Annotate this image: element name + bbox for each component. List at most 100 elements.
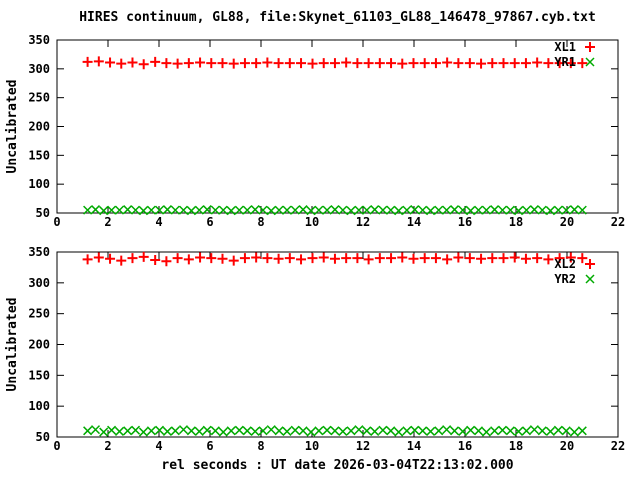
panel-bottom-legend-label-XL2: XL2 — [554, 257, 576, 271]
panel-bottom-YR2-cross-marker-icon — [426, 426, 436, 436]
panel-bottom-XL2-plus-marker-icon — [150, 255, 161, 266]
panel-top-YR1-cross-marker-icon — [194, 205, 204, 215]
panel-top-YR1-cross-marker-icon — [330, 205, 340, 215]
panel-bottom-XL2-plus-marker-icon — [430, 253, 441, 264]
panel-bottom-YR2-cross-marker-icon — [131, 425, 141, 435]
panel-top-XL1-plus-marker-icon — [419, 58, 430, 69]
panel-bottom-YR2-cross-marker-icon — [505, 426, 515, 436]
panel-top-x-tick-label: 22 — [611, 215, 625, 229]
panel-bottom-XL2-plus-marker-icon — [386, 253, 397, 264]
panel-top-YR1-cross-marker-icon — [521, 205, 531, 215]
panel-bottom-YR2-cross-marker-icon — [202, 425, 212, 435]
panel-bottom-x-tick-label: 2 — [104, 439, 111, 453]
panel-top-XL1-plus-marker-icon — [318, 58, 329, 69]
panel-top-XL1-plus-marker-icon — [150, 56, 161, 67]
panel-top-x-tick-label: 4 — [155, 215, 162, 229]
panel-bottom-XL2-plus-marker-icon — [228, 255, 239, 266]
panel-bottom-YR2-cross-marker-icon — [242, 426, 252, 436]
panel-bottom-YR2-cross-marker-icon — [370, 426, 380, 436]
panel-bottom-YR2-cross-marker-icon — [497, 425, 508, 435]
panel-bottom-XL2-plus-marker-icon — [251, 252, 262, 263]
panel-bottom-YR2-cross-marker-icon — [410, 425, 420, 435]
panel-bottom-XL2-plus-marker-icon — [408, 253, 419, 264]
panel-top-x-tick-label: 16 — [458, 215, 472, 229]
panel-top-XL1-plus-marker-icon — [397, 58, 408, 69]
panel-bottom-YR2-cross-marker-icon — [178, 425, 189, 435]
panel-bottom-YR2-cross-marker-icon — [274, 426, 284, 436]
panel-bottom-XL2-plus-marker-icon — [138, 251, 149, 262]
panel-top-YR1-cross-marker-icon — [529, 205, 539, 215]
panel-top-YR1-cross-marker-icon — [386, 205, 396, 215]
panel-bottom-XL2-plus-marker-icon — [318, 252, 329, 263]
panel-top-XL1-plus-marker-icon — [93, 56, 104, 67]
panel-top-XL1-plus-marker-icon — [476, 58, 487, 69]
panel-top-XL1-plus-marker-icon — [262, 57, 273, 68]
panel-bottom-XL2-plus-marker-icon — [453, 252, 464, 263]
panel-top-x-tick-label: 14 — [407, 215, 421, 229]
panel-bottom-YR2-cross-marker-icon — [490, 426, 500, 436]
panel-top-XL1-plus-marker-icon — [554, 58, 565, 69]
panel-bottom-YR2-cross-marker-icon — [298, 426, 308, 436]
panel-bottom-YR2-cross-marker-icon — [162, 426, 172, 436]
panel-top-YR1-cross-marker-icon — [226, 206, 236, 216]
panel-top-XL1-plus-marker-icon — [453, 58, 464, 69]
panel-top-YR1-cross-marker-icon — [210, 205, 220, 215]
panel-top-legend-label-YR1: YR1 — [554, 55, 576, 69]
panel-bottom-XL2-plus-marker-icon — [397, 252, 408, 263]
panel-top-XL1-plus-marker-icon — [329, 58, 340, 69]
panel-bottom-YR2-cross-marker-icon — [234, 425, 244, 435]
panel-top-XL1-plus-marker-icon — [352, 58, 363, 69]
panel-top-YR1-cross-marker-icon — [481, 205, 491, 215]
panel-bottom-YR2-cross-marker-icon — [250, 426, 260, 436]
panel-bottom-YR2-cross-marker-icon — [577, 426, 587, 436]
panel-bottom-YR2-cross-marker-icon — [186, 426, 196, 436]
panel-bottom-XL2-plus-marker-icon — [161, 256, 172, 267]
panel-top-XL1-plus-marker-icon — [464, 58, 475, 69]
panel-top-y-tick-label: 250 — [28, 91, 50, 105]
panel-bottom-x-tick-label: 20 — [560, 439, 574, 453]
panel-top-YR1-cross-marker-icon — [442, 205, 452, 215]
panel-top-YR1-cross-marker-icon — [138, 206, 148, 216]
panel-top-YR1-cross-marker-icon — [250, 205, 260, 215]
panel-bottom-XL2-plus-marker-icon — [577, 253, 588, 264]
panel-bottom-YR2-cross-marker-icon — [322, 425, 332, 435]
panel-top-y-tick-label: 50 — [36, 206, 50, 220]
panel-top-XL1-plus-marker-icon — [239, 58, 250, 69]
panel-bottom-y-tick-label: 200 — [28, 338, 50, 352]
panel-bottom-XL2-plus-marker-icon — [82, 254, 93, 265]
panel-top-YR1-cross-marker-icon — [569, 205, 579, 215]
panel-top-x-tick-label: 2 — [104, 215, 111, 229]
panel-top-YR1-cross-marker-icon — [553, 205, 563, 215]
panel-bottom-YR2-cross-marker-icon — [561, 426, 571, 436]
panel-top-XL1-plus-marker-icon — [307, 58, 318, 69]
panel-top-YR1-cross-marker-icon — [402, 205, 412, 215]
panel-top-YR1-cross-marker-icon — [410, 205, 420, 215]
panel-top-YR1-cross-marker-icon — [514, 206, 524, 216]
panel-bottom-y-tick-label: 250 — [28, 307, 50, 321]
panel-top-YR1-cross-marker-icon — [154, 205, 165, 215]
panel-top-YR1-cross-marker-icon — [378, 205, 388, 215]
panel-top-XL1-plus-marker-icon — [341, 57, 352, 68]
panel-top-YR1-cross-marker-icon — [114, 205, 125, 215]
panel-top-YR1-cross-marker-icon — [450, 205, 460, 215]
panel-bottom-YR2-cross-marker-icon — [194, 426, 204, 436]
panel-bottom-YR2-cross-marker-icon — [123, 426, 133, 436]
panel-bottom-x-tick-label: 12 — [356, 439, 370, 453]
panel-top-YR1-cross-marker-icon — [170, 205, 180, 215]
panel-bottom-YR2-cross-marker-icon — [362, 426, 372, 436]
panel-bottom-YR2-cross-marker-icon — [146, 426, 156, 436]
panel-top-YR1-cross-marker-icon — [146, 205, 156, 215]
panel-top-legend-sample-XL1-plus-marker-icon — [585, 42, 595, 52]
panel-bottom-XL2-plus-marker-icon — [262, 253, 273, 264]
panel-bottom-y-tick-label: 300 — [28, 276, 50, 290]
panel-bottom-x-tick-label: 4 — [155, 439, 162, 453]
panel-bottom-x-tick-label: 18 — [509, 439, 523, 453]
panel-bottom-x-tick-label: 22 — [611, 439, 625, 453]
panel-bottom-YR2-cross-marker-icon — [545, 426, 555, 436]
panel-top-YR1-cross-marker-icon — [99, 206, 109, 216]
panel-top-XL1-plus-marker-icon — [251, 58, 262, 69]
panel-top-XL1-plus-marker-icon — [374, 58, 385, 69]
panel-top-YR1-cross-marker-icon — [274, 205, 284, 215]
panel-bottom-legend-sample-XL2-plus-marker-icon — [585, 259, 595, 269]
